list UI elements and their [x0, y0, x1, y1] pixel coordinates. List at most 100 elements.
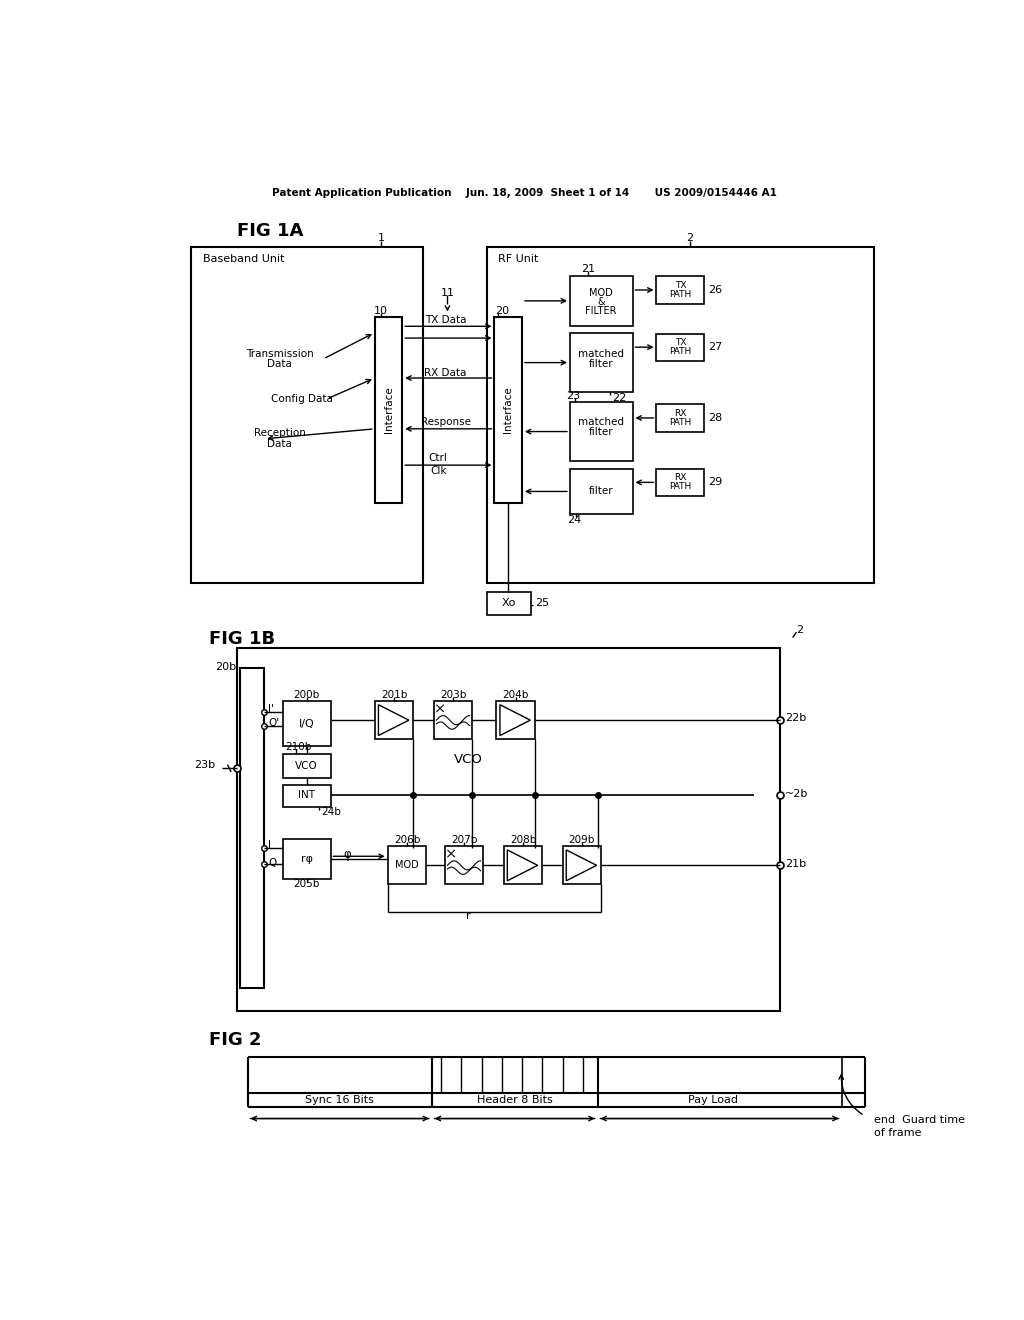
Text: Transmission: Transmission: [246, 348, 313, 359]
Text: 206b: 206b: [394, 836, 420, 845]
Bar: [433, 701, 472, 739]
Bar: [504, 846, 543, 884]
Text: Header 8 Bits: Header 8 Bits: [477, 1096, 553, 1105]
Text: Reception: Reception: [254, 429, 306, 438]
Text: 23b: 23b: [195, 759, 215, 770]
Bar: [388, 846, 426, 884]
Text: VCO: VCO: [455, 752, 483, 766]
Text: 203b: 203b: [439, 690, 466, 700]
Text: 20b: 20b: [215, 661, 237, 672]
Text: filter: filter: [589, 428, 613, 437]
Text: 25: 25: [535, 598, 549, 609]
Text: Pay Load: Pay Load: [687, 1096, 737, 1105]
Text: Clk: Clk: [430, 466, 446, 475]
Text: 207b: 207b: [451, 836, 477, 845]
Text: ~2b: ~2b: [785, 788, 809, 799]
Bar: [570, 333, 633, 392]
Bar: [656, 334, 705, 360]
Text: rφ: rφ: [301, 854, 312, 865]
Bar: [656, 469, 705, 496]
Bar: [283, 840, 331, 879]
Bar: [570, 401, 633, 461]
Text: VCO: VCO: [295, 760, 318, 771]
Text: Q: Q: [268, 858, 276, 867]
Text: I': I': [268, 705, 273, 714]
Text: Config Data: Config Data: [270, 393, 333, 404]
Bar: [656, 404, 705, 432]
Text: PATH: PATH: [670, 418, 691, 426]
Text: Interface: Interface: [384, 387, 393, 433]
Text: 22b: 22b: [785, 713, 807, 723]
Text: Interface: Interface: [503, 387, 513, 433]
Text: Response: Response: [421, 417, 471, 428]
Bar: [283, 701, 331, 747]
Text: RF Unit: RF Unit: [498, 255, 539, 264]
Text: 26: 26: [708, 285, 722, 294]
Text: Patent Application Publication    Jun. 18, 2009  Sheet 1 of 14       US 2009/015: Patent Application Publication Jun. 18, …: [272, 187, 777, 198]
Bar: [237, 648, 780, 1011]
Text: Q': Q': [268, 718, 280, 727]
Text: TX: TX: [675, 281, 686, 290]
Text: 209b: 209b: [568, 836, 595, 845]
Bar: [375, 701, 414, 739]
Text: Data: Data: [267, 440, 292, 449]
Text: filter: filter: [589, 487, 613, 496]
Text: INT: INT: [298, 791, 315, 800]
Text: 21: 21: [582, 264, 595, 275]
Text: PATH: PATH: [670, 290, 691, 300]
Text: filter: filter: [589, 359, 613, 370]
Bar: [190, 247, 423, 583]
Bar: [283, 754, 331, 779]
Text: 210b: 210b: [285, 742, 311, 752]
Bar: [487, 593, 531, 615]
Text: PATH: PATH: [670, 347, 691, 356]
Text: 29: 29: [708, 478, 722, 487]
Bar: [656, 276, 705, 304]
Text: I: I: [268, 841, 271, 850]
Bar: [444, 846, 483, 884]
Text: 24b: 24b: [322, 807, 341, 817]
Text: end  Guard time: end Guard time: [873, 1115, 965, 1126]
Text: Data: Data: [267, 359, 292, 370]
Text: 20: 20: [496, 306, 510, 315]
Text: RX: RX: [674, 474, 686, 482]
Bar: [487, 247, 873, 583]
Text: FILTER: FILTER: [586, 306, 617, 315]
Bar: [570, 276, 633, 326]
Text: TX: TX: [675, 338, 686, 347]
Text: of frame: of frame: [873, 1129, 922, 1138]
Bar: [283, 784, 331, 808]
Text: 10: 10: [374, 306, 388, 315]
Text: 27: 27: [708, 342, 722, 352]
Bar: [570, 469, 633, 515]
Text: 23: 23: [566, 391, 581, 401]
Text: TX Data: TX Data: [425, 315, 466, 325]
Text: 200b: 200b: [294, 690, 319, 700]
Text: 208b: 208b: [510, 836, 537, 845]
Text: FIG 1B: FIG 1B: [209, 631, 275, 648]
Text: FIG 1A: FIG 1A: [237, 222, 303, 240]
Text: r: r: [466, 911, 471, 921]
Text: MOD: MOD: [590, 288, 613, 298]
Text: &: &: [597, 297, 605, 306]
Text: Xo: Xo: [502, 598, 516, 609]
Text: I/Q: I/Q: [299, 719, 314, 729]
Text: 2: 2: [797, 626, 804, 635]
Text: Sync 16 Bits: Sync 16 Bits: [305, 1096, 374, 1105]
Text: matched: matched: [579, 348, 625, 359]
Text: 22: 22: [612, 393, 627, 403]
Text: Baseband Unit: Baseband Unit: [204, 255, 285, 264]
Bar: [562, 846, 601, 884]
Text: Ctrl: Ctrl: [429, 453, 447, 463]
Text: matched: matched: [579, 417, 625, 426]
Text: RX Data: RX Data: [424, 367, 467, 378]
Text: MOD: MOD: [395, 861, 419, 870]
Text: 1: 1: [378, 234, 385, 243]
Bar: [375, 317, 402, 503]
Text: 205b: 205b: [294, 879, 319, 890]
Text: 201b: 201b: [381, 690, 408, 700]
Text: φ: φ: [343, 847, 351, 861]
Text: 204b: 204b: [503, 690, 528, 700]
Text: PATH: PATH: [670, 482, 691, 491]
Text: 11: 11: [440, 288, 455, 298]
